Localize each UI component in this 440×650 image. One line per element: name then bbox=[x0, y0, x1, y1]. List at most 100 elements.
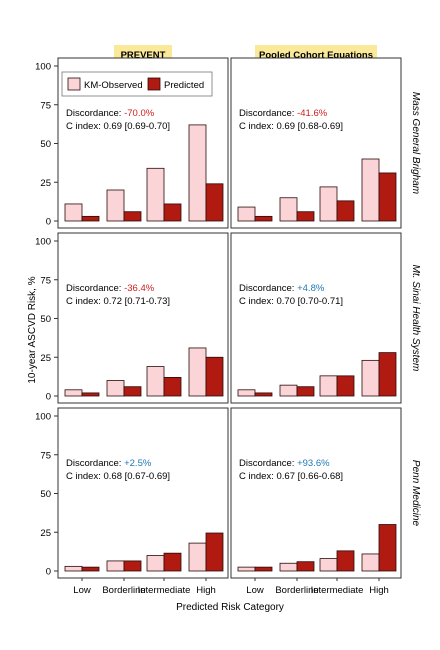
bar-observed bbox=[106, 560, 125, 572]
bar-predicted bbox=[81, 566, 100, 572]
panel: 0 25 50 75 100 Discordance: -36.4% C index: 0.… bbox=[35, 232, 229, 404]
bar-predicted bbox=[123, 560, 142, 572]
discordance-text: Discordance: +4.8% bbox=[239, 283, 325, 294]
x-tick-label: High bbox=[196, 585, 216, 596]
legend-swatch-predicted bbox=[147, 77, 161, 91]
x-axis-label: Predicted Risk Category bbox=[176, 602, 284, 613]
bar-predicted bbox=[123, 386, 142, 397]
bar-predicted bbox=[205, 356, 224, 397]
bar-predicted bbox=[296, 386, 315, 397]
bar-observed bbox=[106, 380, 125, 397]
bar-predicted bbox=[296, 211, 315, 222]
y-tick-label: 100 bbox=[35, 62, 51, 73]
bar-predicted bbox=[163, 203, 182, 222]
y-tick-label: 25 bbox=[40, 353, 51, 364]
bar-observed bbox=[64, 389, 83, 397]
bar-predicted bbox=[336, 200, 355, 222]
c-index-text: C index: 0.69 [0.68-0.69] bbox=[239, 121, 343, 132]
x-tick-label: High bbox=[369, 585, 389, 596]
y-axis-label: 10-year ASCVD Risk, % bbox=[27, 276, 38, 383]
x-tick-label: Borderline bbox=[275, 585, 318, 596]
x-tick-label: Intermediate bbox=[311, 585, 364, 596]
discordance-text: Discordance: -70.0% bbox=[66, 108, 155, 119]
legend-label-observed: KM-Observed bbox=[84, 80, 143, 91]
y-tick-label: 50 bbox=[40, 489, 51, 500]
bar-observed bbox=[319, 186, 338, 222]
column-header: Pooled Cohort Equations bbox=[259, 50, 373, 61]
bar-observed bbox=[279, 384, 298, 397]
bar-observed bbox=[319, 558, 338, 572]
bar-predicted bbox=[254, 566, 273, 572]
bar-observed bbox=[237, 389, 256, 397]
panel-grid: PREVENT Pooled Cohort Equations Mass Gener… bbox=[35, 45, 421, 596]
panel: Discordance: +93.6% C index: 0.67 [0.66-0… bbox=[230, 407, 402, 596]
bar-observed bbox=[237, 566, 256, 572]
bar-predicted bbox=[163, 552, 182, 572]
y-tick-label: 0 bbox=[46, 217, 51, 228]
legend-label-predicted: Predicted bbox=[164, 80, 204, 91]
bar-predicted bbox=[254, 392, 273, 397]
bar-observed bbox=[146, 167, 165, 222]
bar-predicted bbox=[336, 550, 355, 572]
bar-observed bbox=[64, 565, 83, 572]
c-index-text: C index: 0.69 [0.69-0.70] bbox=[66, 121, 170, 132]
bar-predicted bbox=[81, 392, 100, 397]
y-tick-label: 100 bbox=[35, 237, 51, 248]
x-tick-label: Low bbox=[246, 585, 264, 596]
bar-observed bbox=[279, 197, 298, 222]
row-label: Penn Medicine bbox=[410, 460, 421, 527]
y-tick-label: 0 bbox=[46, 392, 51, 403]
bar-predicted bbox=[336, 375, 355, 397]
c-index-text: C index: 0.67 [0.66-0.68] bbox=[239, 471, 343, 482]
y-tick-label: 75 bbox=[40, 100, 51, 111]
panel: Discordance: +4.8% C index: 0.70 [0.70-0.… bbox=[230, 232, 402, 404]
y-tick-label: 75 bbox=[40, 275, 51, 286]
c-index-text: C index: 0.68 [0.67-0.69] bbox=[66, 471, 170, 482]
panel-frame bbox=[230, 407, 402, 579]
bar-observed bbox=[361, 158, 380, 222]
discordance-text: Discordance: -41.6% bbox=[239, 108, 328, 119]
y-tick-label: 75 bbox=[40, 450, 51, 461]
bar-observed bbox=[146, 366, 165, 397]
row-label: Mt. Sinai Health System bbox=[410, 265, 421, 372]
bar-observed bbox=[146, 555, 165, 572]
y-tick-label: 0 bbox=[46, 567, 51, 578]
discordance-text: Discordance: +93.6% bbox=[239, 458, 330, 469]
bar-predicted bbox=[205, 532, 224, 572]
bar-observed bbox=[188, 542, 207, 572]
bar-observed bbox=[237, 206, 256, 222]
panel: Discordance: -41.6% C index: 0.69 [0.68-0… bbox=[230, 57, 402, 229]
bar-predicted bbox=[81, 215, 100, 222]
row-label: Mass General Brigham bbox=[410, 92, 421, 194]
y-tick-label: 50 bbox=[40, 314, 51, 325]
y-tick-label: 50 bbox=[40, 139, 51, 150]
bar-predicted bbox=[296, 561, 315, 572]
c-index-text: C index: 0.72 [0.71-0.73] bbox=[66, 296, 170, 307]
bar-observed bbox=[64, 203, 83, 222]
bar-predicted bbox=[378, 524, 397, 572]
panel: 0 25 50 75 100 Discordance: +2.5% C index: 0.6… bbox=[35, 407, 229, 596]
bar-predicted bbox=[254, 215, 273, 222]
y-tick-label: 100 bbox=[35, 412, 51, 423]
bar-predicted bbox=[163, 376, 182, 397]
legend-swatch-observed bbox=[67, 77, 81, 91]
legend-box bbox=[61, 71, 213, 97]
x-tick-label: Intermediate bbox=[138, 585, 191, 596]
discordance-text: Discordance: +2.5% bbox=[66, 458, 152, 469]
x-tick-label: Low bbox=[73, 585, 91, 596]
column-header: PREVENT bbox=[121, 50, 166, 61]
bar-observed bbox=[361, 359, 380, 397]
bar-predicted bbox=[205, 183, 224, 222]
c-index-text: C index: 0.70 [0.70-0.71] bbox=[239, 296, 343, 307]
bar-observed bbox=[188, 124, 207, 222]
bar-predicted bbox=[378, 352, 397, 397]
bar-predicted bbox=[123, 211, 142, 222]
discordance-text: Discordance: -36.4% bbox=[66, 283, 155, 294]
bar-predicted bbox=[378, 172, 397, 222]
bar-observed bbox=[279, 562, 298, 572]
y-tick-label: 25 bbox=[40, 178, 51, 189]
x-tick-label: Borderline bbox=[102, 585, 145, 596]
bar-observed bbox=[361, 553, 380, 572]
y-tick-label: 25 bbox=[40, 528, 51, 539]
